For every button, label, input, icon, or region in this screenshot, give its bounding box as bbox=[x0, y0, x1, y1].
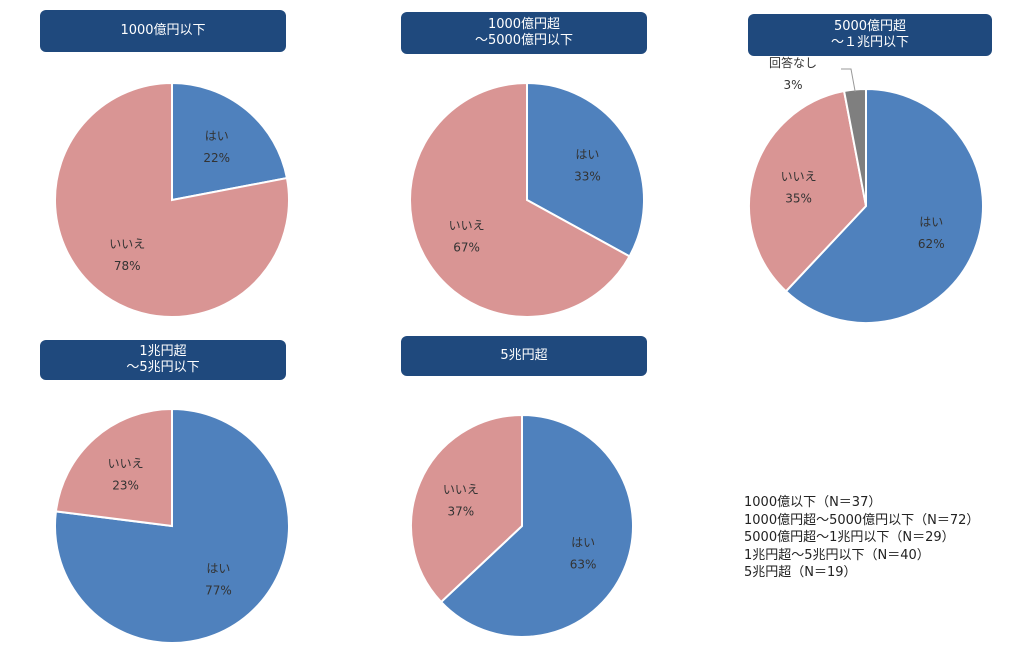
slice-percent: 33% bbox=[574, 169, 601, 183]
chart-title-line: 1000億円以下 bbox=[120, 23, 206, 38]
legend: 1000億以下（N＝37） 1000億円超～5000億円以下（N＝72） 500… bbox=[744, 494, 979, 582]
slice-label: はい bbox=[571, 535, 595, 549]
pie-slice bbox=[409, 81, 631, 318]
slice-label: はい bbox=[575, 147, 599, 161]
slice-label: はい bbox=[206, 562, 230, 576]
pie-chart: はい 77% いいえ 23% bbox=[54, 407, 290, 644]
slice-percent: 37% bbox=[448, 505, 475, 519]
pie-slice bbox=[784, 87, 984, 324]
slice-label: はい bbox=[919, 215, 943, 229]
chart-title-line: 5000億円超 bbox=[833, 19, 907, 34]
slice-percent: 63% bbox=[570, 557, 597, 571]
pie-slice bbox=[748, 89, 868, 293]
chart-title-line: ～5000億円以下 bbox=[474, 33, 574, 48]
pie-chart: はい 33% いいえ 67% bbox=[409, 81, 645, 318]
pie-slice bbox=[410, 413, 523, 604]
legend-item: 1兆円超～5兆円以下（N＝40） bbox=[744, 547, 930, 563]
slice-label: いいえ bbox=[109, 237, 145, 251]
slice-label: いいえ bbox=[781, 169, 817, 183]
pie-chart: はい 63% いいえ 37% bbox=[410, 413, 634, 638]
slice-percent: 77% bbox=[205, 584, 232, 598]
slice-label: いいえ bbox=[449, 219, 485, 233]
pie-slice bbox=[439, 413, 634, 638]
legend-item: 1000億以下（N＝37） bbox=[744, 495, 882, 510]
slice-percent: 78% bbox=[114, 259, 141, 273]
slice-label: いいえ bbox=[108, 456, 144, 470]
chart-title-line: 5兆円超 bbox=[500, 348, 548, 363]
slice-label: 回答なし bbox=[769, 55, 817, 70]
slice-label: いいえ bbox=[443, 483, 479, 497]
chart-title: 5兆円超 bbox=[401, 336, 647, 376]
slice-percent: 67% bbox=[453, 241, 480, 255]
slice-percent: 35% bbox=[785, 191, 812, 205]
chart-title-line: ～5兆円以下 bbox=[126, 360, 200, 375]
chart-title-line: 1兆円超 bbox=[139, 344, 187, 359]
chart-title-line: 1000億円超 bbox=[487, 17, 561, 32]
chart-title: 1000億円超 ～5000億円以下 bbox=[401, 12, 647, 54]
leader-line bbox=[841, 68, 856, 92]
chart-title-line: ～１兆円以下 bbox=[830, 35, 909, 50]
slice-percent: 3% bbox=[783, 78, 802, 92]
slice-label: はい bbox=[205, 129, 229, 143]
pie-chart: はい 22% いいえ 78% bbox=[54, 81, 290, 318]
chart-title: 5000億円超 ～１兆円以下 bbox=[748, 14, 992, 56]
slice-percent: 22% bbox=[203, 151, 230, 165]
chart-title: 1兆円超 ～5兆円以下 bbox=[40, 340, 286, 380]
slice-percent: 62% bbox=[918, 237, 945, 251]
chart-title: 1000億円以下 bbox=[40, 10, 286, 52]
pie-slice bbox=[171, 81, 289, 202]
legend-item: 1000億円超～5000億円以下（N＝72） bbox=[744, 512, 980, 528]
legend-item: 5000億円超～1兆円以下（N＝29） bbox=[744, 530, 955, 545]
pie-slice bbox=[54, 81, 290, 318]
legend-item: 5兆円超（N＝19） bbox=[744, 565, 857, 580]
pie-chart: はい 62% いいえ 35% 回答なし 3% bbox=[748, 55, 984, 324]
pie-slice bbox=[54, 407, 173, 528]
slice-percent: 23% bbox=[112, 478, 139, 492]
pie-slice bbox=[526, 81, 645, 258]
